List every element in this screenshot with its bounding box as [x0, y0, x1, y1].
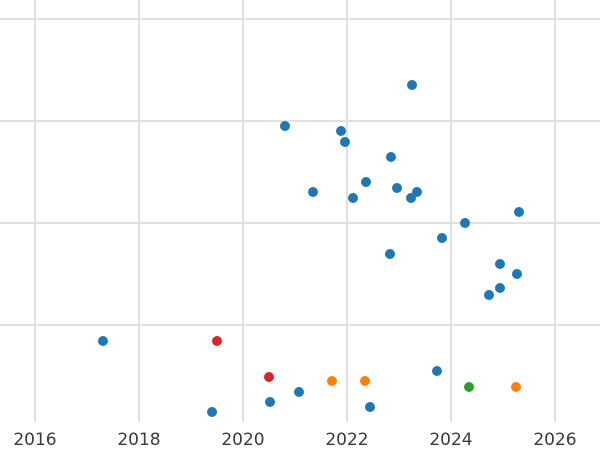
- data-point-blue: [484, 290, 494, 300]
- data-point-blue: [412, 187, 422, 197]
- plot-area: [0, 0, 600, 422]
- gridline-vertical-2016: [34, 0, 36, 422]
- data-point-blue: [361, 177, 371, 187]
- data-point-blue: [280, 121, 290, 131]
- data-point-blue: [512, 269, 522, 279]
- data-point-blue: [348, 193, 358, 203]
- data-point-blue: [336, 126, 346, 136]
- data-point-blue: [406, 193, 416, 203]
- data-point-blue: [340, 137, 350, 147]
- data-point-blue: [392, 183, 402, 193]
- data-point-blue: [308, 187, 318, 197]
- data-point-orange: [360, 376, 370, 386]
- gridline-horizontal-1: [0, 120, 600, 122]
- data-point-blue: [265, 397, 275, 407]
- data-point-blue: [495, 259, 505, 269]
- data-point-green: [464, 382, 474, 392]
- data-point-blue: [407, 80, 417, 90]
- data-point-blue: [460, 218, 470, 228]
- x-tick-label-2024: 2024: [429, 430, 473, 450]
- x-tick-label-2026: 2026: [533, 430, 577, 450]
- x-tick-label-2020: 2020: [221, 430, 265, 450]
- data-point-blue: [207, 407, 217, 417]
- data-point-blue: [386, 152, 396, 162]
- data-point-blue: [432, 366, 442, 376]
- x-tick-label-2022: 2022: [325, 430, 369, 450]
- gridline-horizontal-0: [0, 18, 600, 20]
- data-point-blue: [514, 207, 524, 217]
- data-point-blue: [437, 233, 447, 243]
- x-axis: 2016 2018 2020 2022 2024 2026: [0, 422, 600, 450]
- data-point-blue: [98, 336, 108, 346]
- gridline-vertical-2018: [138, 0, 140, 422]
- data-point-orange: [327, 376, 337, 386]
- gridline-vertical-2022: [346, 0, 348, 422]
- data-point-blue: [294, 387, 304, 397]
- x-tick-label-2018: 2018: [117, 430, 161, 450]
- gridline-vertical-2020: [242, 0, 244, 422]
- data-point-red: [212, 336, 222, 346]
- data-point-blue: [365, 402, 375, 412]
- gridline-horizontal-2: [0, 222, 600, 224]
- gridline-vertical-2026: [554, 0, 556, 422]
- gridline-horizontal-3: [0, 324, 600, 326]
- data-point-blue: [385, 249, 395, 259]
- data-point-red: [264, 372, 274, 382]
- gridline-vertical-2024: [450, 0, 452, 422]
- x-tick-label-2016: 2016: [13, 430, 57, 450]
- data-point-blue: [495, 283, 505, 293]
- data-point-orange: [511, 382, 521, 392]
